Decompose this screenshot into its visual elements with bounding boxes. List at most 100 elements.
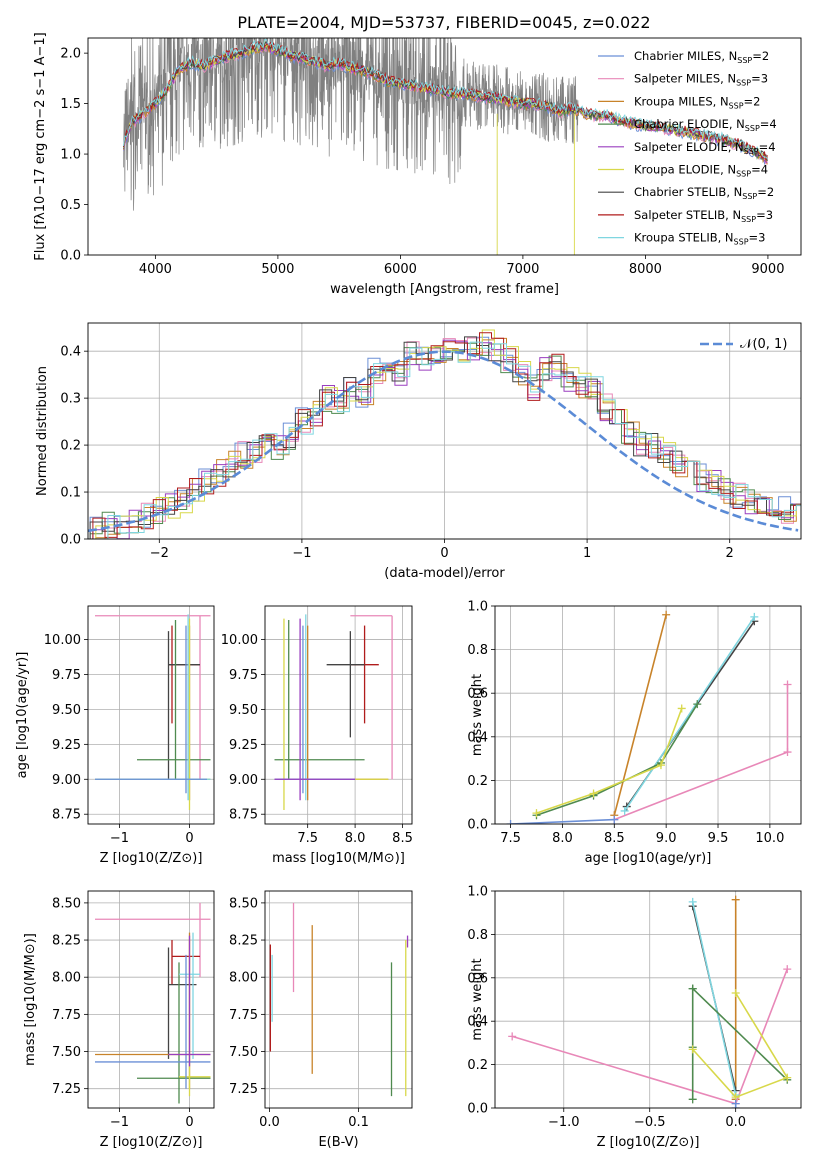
x-axis-label: E(B-V) — [318, 1135, 358, 1150]
y-tick-label: 7.25 — [229, 1082, 258, 1097]
legend-label: Kroupa ELODIE, NSSP=4 — [634, 163, 768, 179]
label-part: 10 — [138, 1135, 155, 1150]
legend-label-count: =4 — [760, 117, 777, 131]
weight-series-line — [536, 708, 683, 814]
y-tick-label: 8.75 — [229, 808, 258, 823]
label-part: (age/yr)] — [654, 851, 711, 866]
legend-label-text: Kroupa MILES, N — [634, 94, 729, 108]
y-tick-label: 0.6 — [467, 971, 488, 986]
x-tick-label: 8.5 — [392, 831, 413, 846]
x-tick-label: 5000 — [261, 262, 294, 277]
label-part: 10 — [15, 709, 30, 726]
axes-frame — [494, 890, 802, 1109]
label-part: −1 — [33, 70, 48, 89]
weight-point-marker — [688, 897, 697, 906]
label-part: Z [log — [597, 1135, 635, 1150]
weight-vs-age-panel: 7.5 8.0 8.5 9.0 9.5 10.0 0.0 0.2 0.4 0.6 0.8 1.0 age… — [467, 600, 802, 866]
x-axis-label: age [log10(age/yr)] — [585, 851, 712, 866]
x-tick-label: 1 — [583, 546, 591, 561]
y-tick-label: 0.0 — [60, 533, 81, 548]
legend-label: Salpeter MILES, NSSP=3 — [634, 72, 768, 88]
y-tick-label: 7.25 — [52, 1082, 81, 1097]
legend-label-sub: SSP — [737, 56, 752, 65]
label-part: 10 — [638, 851, 655, 866]
x-axis-label: mass [log10(M/M⊙)] — [272, 851, 405, 866]
label-part: (M/M — [352, 851, 384, 866]
legend-label-text: Salpeter STELIB, N — [634, 208, 741, 222]
x-tick-label: −1 — [110, 831, 129, 846]
residuals-panel: −2 −1 0 1 2 0.0 0.1 0.2 0.3 0.4 (data-model)/error… — [35, 322, 802, 581]
y-tick-label: 0.8 — [467, 928, 488, 943]
label-part: 10 — [635, 1135, 652, 1150]
label-part: Z [log — [100, 851, 138, 866]
spectrum-legend: Chabrier MILES, NSSP=2 Salpeter MILES, NS… — [598, 49, 777, 247]
legend-label: Chabrier MILES, NSSP=2 — [634, 49, 769, 65]
x-tick-label: −1 — [292, 546, 311, 561]
legend-label: Chabrier ELODIE, NSSP=4 — [634, 117, 777, 133]
mass-vs-Z-plot-area — [95, 902, 211, 1104]
legend-label-count: =4 — [751, 163, 768, 177]
weight-point-marker — [750, 612, 759, 621]
weight-point-marker — [731, 988, 740, 997]
weight-series-line — [692, 992, 789, 1099]
legend-label: Salpeter ELODIE, NSSP=4 — [634, 140, 776, 156]
legend-label-sub: SSP — [729, 101, 744, 110]
mass-vs-EBV-plot-area — [269, 902, 409, 1097]
legend-label-count: =2 — [752, 49, 769, 63]
x-tick-label: 2 — [726, 546, 734, 561]
weight-point-marker — [688, 1045, 697, 1054]
legend-label-sub: SSP — [741, 215, 756, 224]
legend-label-text: Kroupa STELIB, N — [634, 231, 734, 245]
weight-point-marker — [589, 789, 598, 798]
y-tick-label: 8.00 — [52, 971, 81, 986]
y-tick-label: 0.4 — [467, 730, 488, 745]
y-tick-label: 8.50 — [52, 896, 81, 911]
x-tick-label: 6000 — [384, 262, 417, 277]
residual-histogram — [88, 332, 801, 539]
label-part: 10 — [138, 851, 155, 866]
figure-title: PLATE=2004, MJD=53737, FIBERID=0045, z=0… — [237, 13, 650, 32]
axes-frame — [264, 890, 413, 1109]
x-axis-label: wavelength [Angstrom, rest frame] — [330, 282, 559, 297]
x-tick-label: 9.5 — [708, 831, 729, 846]
x-tick-label: 0 — [185, 1115, 193, 1130]
x-tick-label: 9000 — [751, 262, 784, 277]
axes-frame — [87, 37, 802, 256]
label-part: (age/yr)] — [15, 652, 30, 709]
legend-label-count: =2 — [757, 185, 774, 199]
weight-point-marker — [688, 984, 697, 993]
legend-label-sub: SSP — [745, 124, 760, 133]
y-tick-label: 8.50 — [229, 896, 258, 911]
label-part: Flux [ — [33, 225, 48, 261]
y-tick-label: 1.0 — [467, 885, 488, 900]
weight-point-marker — [688, 1095, 697, 1104]
y-tick-label: 7.75 — [52, 1008, 81, 1023]
y-tick-label: 7.75 — [229, 1008, 258, 1023]
x-tick-label: −1.0 — [548, 1115, 580, 1130]
legend-label-text: Chabrier ELODIE, N — [634, 117, 745, 131]
y-tick-label: 9.00 — [52, 773, 81, 788]
label-part: )] — [192, 851, 202, 866]
label-part: A — [33, 56, 48, 69]
y-axis-label: mass [log10(M/M⊙)] — [23, 933, 38, 1066]
x-tick-label: 8.5 — [604, 831, 625, 846]
weight-point-marker — [783, 1073, 792, 1082]
residual-histogram — [88, 342, 801, 539]
x-axis-label: Z [log10(Z/Z⊙)] — [100, 851, 203, 866]
x-tick-label: 0.0 — [725, 1115, 746, 1130]
label-part: −17 — [33, 168, 48, 195]
y-tick-label: 0.2 — [60, 439, 81, 454]
weight-vs-Z-plot-area — [508, 895, 792, 1108]
y-tick-label: 1.0 — [467, 600, 488, 615]
legend-label-text: Salpeter ELODIE, N — [634, 140, 744, 154]
axes-frame — [87, 605, 215, 825]
weight-point-marker — [731, 1099, 740, 1108]
label-part: 10 — [335, 851, 352, 866]
weight-point-marker — [731, 895, 740, 904]
x-tick-label: 8000 — [629, 262, 662, 277]
y-axis-label: mass weight — [470, 674, 485, 756]
y-tick-label: 9.25 — [229, 738, 258, 753]
legend-label: Kroupa STELIB, NSSP=3 — [634, 231, 765, 247]
label-part: )] — [689, 1135, 699, 1150]
